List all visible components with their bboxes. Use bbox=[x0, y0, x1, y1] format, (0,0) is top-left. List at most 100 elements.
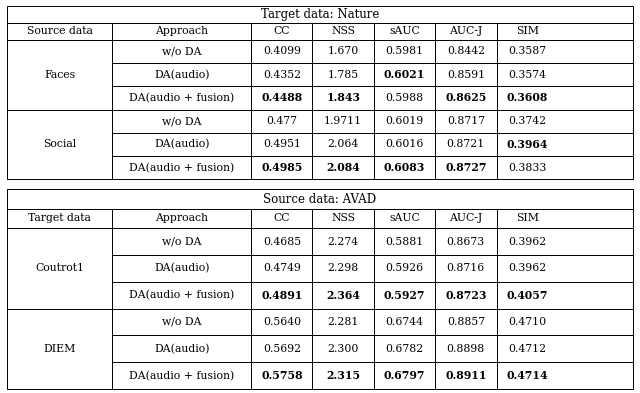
Text: 0.3833: 0.3833 bbox=[508, 163, 547, 173]
Text: 2.274: 2.274 bbox=[328, 237, 359, 246]
Text: 0.4985: 0.4985 bbox=[261, 162, 303, 173]
Text: 0.6797: 0.6797 bbox=[384, 370, 425, 381]
Text: DA(audio + fusion): DA(audio + fusion) bbox=[129, 163, 234, 173]
Text: DA(audio): DA(audio) bbox=[154, 263, 209, 274]
Text: 0.5692: 0.5692 bbox=[263, 344, 301, 354]
Text: 0.3964: 0.3964 bbox=[506, 139, 548, 150]
Bar bbox=[112, 335, 633, 362]
Text: sAUC: sAUC bbox=[389, 26, 420, 36]
Text: Target data: Nature: Target data: Nature bbox=[261, 8, 379, 21]
Text: 1.843: 1.843 bbox=[326, 92, 360, 103]
Text: 0.8727: 0.8727 bbox=[445, 162, 486, 173]
Text: Approach: Approach bbox=[155, 26, 208, 36]
Text: 0.477: 0.477 bbox=[266, 116, 298, 126]
Text: DA(audio): DA(audio) bbox=[154, 343, 209, 354]
Text: AUC-J: AUC-J bbox=[449, 26, 483, 36]
Text: CC: CC bbox=[273, 26, 290, 36]
Bar bbox=[7, 189, 633, 209]
Text: DA(audio + fusion): DA(audio + fusion) bbox=[129, 371, 234, 381]
Text: Social: Social bbox=[43, 140, 76, 149]
Text: DIEM: DIEM bbox=[44, 344, 76, 354]
Text: 0.3962: 0.3962 bbox=[508, 263, 547, 274]
Text: w/o DA: w/o DA bbox=[162, 317, 202, 327]
Bar bbox=[7, 110, 112, 180]
Text: w/o DA: w/o DA bbox=[162, 116, 202, 126]
Text: Coutrot1: Coutrot1 bbox=[35, 263, 84, 274]
Text: 0.4352: 0.4352 bbox=[263, 70, 301, 80]
Text: SIM: SIM bbox=[516, 26, 539, 36]
Text: DA(audio): DA(audio) bbox=[154, 140, 209, 150]
Text: DA(audio + fusion): DA(audio + fusion) bbox=[129, 93, 234, 103]
Text: 0.5881: 0.5881 bbox=[385, 237, 424, 246]
Text: 0.8442: 0.8442 bbox=[447, 46, 485, 56]
Bar bbox=[7, 228, 112, 309]
Text: 0.6083: 0.6083 bbox=[384, 162, 425, 173]
Text: 0.8625: 0.8625 bbox=[445, 92, 486, 103]
Text: 0.4685: 0.4685 bbox=[263, 237, 301, 246]
Bar bbox=[112, 309, 633, 335]
Text: w/o DA: w/o DA bbox=[162, 237, 202, 246]
Text: 0.4712: 0.4712 bbox=[508, 344, 547, 354]
Text: DA(audio): DA(audio) bbox=[154, 70, 209, 80]
Text: 0.4951: 0.4951 bbox=[263, 140, 301, 149]
Text: 2.084: 2.084 bbox=[326, 162, 360, 173]
Text: 0.4099: 0.4099 bbox=[263, 46, 301, 56]
Bar bbox=[7, 23, 633, 40]
Text: 0.5758: 0.5758 bbox=[261, 370, 303, 381]
Text: Target data: Target data bbox=[28, 213, 91, 224]
Text: 1.785: 1.785 bbox=[328, 70, 359, 80]
Text: 0.6019: 0.6019 bbox=[385, 116, 424, 126]
Bar bbox=[112, 282, 633, 309]
Text: DA(audio + fusion): DA(audio + fusion) bbox=[129, 290, 234, 300]
Text: 0.5927: 0.5927 bbox=[384, 290, 425, 301]
Text: 2.281: 2.281 bbox=[328, 317, 359, 327]
Text: 1.9711: 1.9711 bbox=[324, 116, 362, 126]
Bar bbox=[7, 309, 112, 389]
Text: Source data: Source data bbox=[27, 26, 93, 36]
Text: 2.300: 2.300 bbox=[328, 344, 359, 354]
Text: 0.8857: 0.8857 bbox=[447, 317, 485, 327]
Text: 0.3587: 0.3587 bbox=[508, 46, 547, 56]
Text: 0.4057: 0.4057 bbox=[506, 290, 548, 301]
Bar bbox=[112, 133, 633, 156]
Text: 0.8673: 0.8673 bbox=[447, 237, 485, 246]
Text: AUC-J: AUC-J bbox=[449, 213, 483, 224]
Bar bbox=[112, 228, 633, 255]
Text: CC: CC bbox=[273, 213, 290, 224]
Text: 2.064: 2.064 bbox=[328, 140, 359, 149]
Bar bbox=[112, 156, 633, 180]
Text: 0.3574: 0.3574 bbox=[508, 70, 546, 80]
Text: 2.315: 2.315 bbox=[326, 370, 360, 381]
Text: 0.8723: 0.8723 bbox=[445, 290, 486, 301]
Text: 0.4488: 0.4488 bbox=[261, 92, 303, 103]
Text: 0.8591: 0.8591 bbox=[447, 70, 485, 80]
Text: SIM: SIM bbox=[516, 213, 539, 224]
Text: sAUC: sAUC bbox=[389, 213, 420, 224]
Text: 0.3742: 0.3742 bbox=[508, 116, 547, 126]
Text: 0.8721: 0.8721 bbox=[447, 140, 485, 149]
Text: 0.6782: 0.6782 bbox=[385, 344, 424, 354]
Text: 2.298: 2.298 bbox=[328, 263, 359, 274]
Text: 0.6016: 0.6016 bbox=[385, 140, 424, 149]
Text: 0.8717: 0.8717 bbox=[447, 116, 485, 126]
Text: 2.364: 2.364 bbox=[326, 290, 360, 301]
Bar bbox=[112, 362, 633, 389]
Text: 0.5988: 0.5988 bbox=[385, 93, 424, 103]
Text: 0.4714: 0.4714 bbox=[506, 370, 548, 381]
Bar bbox=[112, 255, 633, 282]
Text: NSS: NSS bbox=[331, 213, 355, 224]
Text: Source data: AVAD: Source data: AVAD bbox=[264, 193, 376, 206]
Bar bbox=[112, 63, 633, 86]
Bar bbox=[112, 40, 633, 63]
Bar bbox=[112, 110, 633, 133]
Text: 0.5926: 0.5926 bbox=[385, 263, 424, 274]
Text: 0.4710: 0.4710 bbox=[508, 317, 547, 327]
Text: 0.4749: 0.4749 bbox=[263, 263, 301, 274]
Text: 0.8898: 0.8898 bbox=[447, 344, 485, 354]
Text: 1.670: 1.670 bbox=[328, 46, 359, 56]
Text: 0.5640: 0.5640 bbox=[263, 317, 301, 327]
Text: 0.4891: 0.4891 bbox=[261, 290, 303, 301]
Text: 0.8911: 0.8911 bbox=[445, 370, 486, 381]
Text: Faces: Faces bbox=[44, 70, 75, 80]
Text: 0.6021: 0.6021 bbox=[384, 69, 425, 80]
